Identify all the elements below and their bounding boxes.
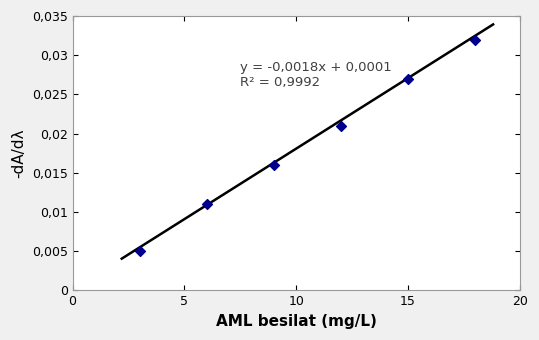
Point: [471, 37, 480, 42]
Point: [203, 202, 211, 207]
Y-axis label: -dA/dλ: -dA/dλ: [11, 129, 26, 178]
X-axis label: AML besilat (mg/L): AML besilat (mg/L): [216, 314, 377, 329]
Point: [135, 249, 144, 254]
Text: y = -0,0018x + 0,0001
R² = 0,9992: y = -0,0018x + 0,0001 R² = 0,9992: [240, 61, 392, 89]
Point: [270, 162, 278, 168]
Point: [337, 123, 345, 129]
Point: [404, 76, 412, 82]
